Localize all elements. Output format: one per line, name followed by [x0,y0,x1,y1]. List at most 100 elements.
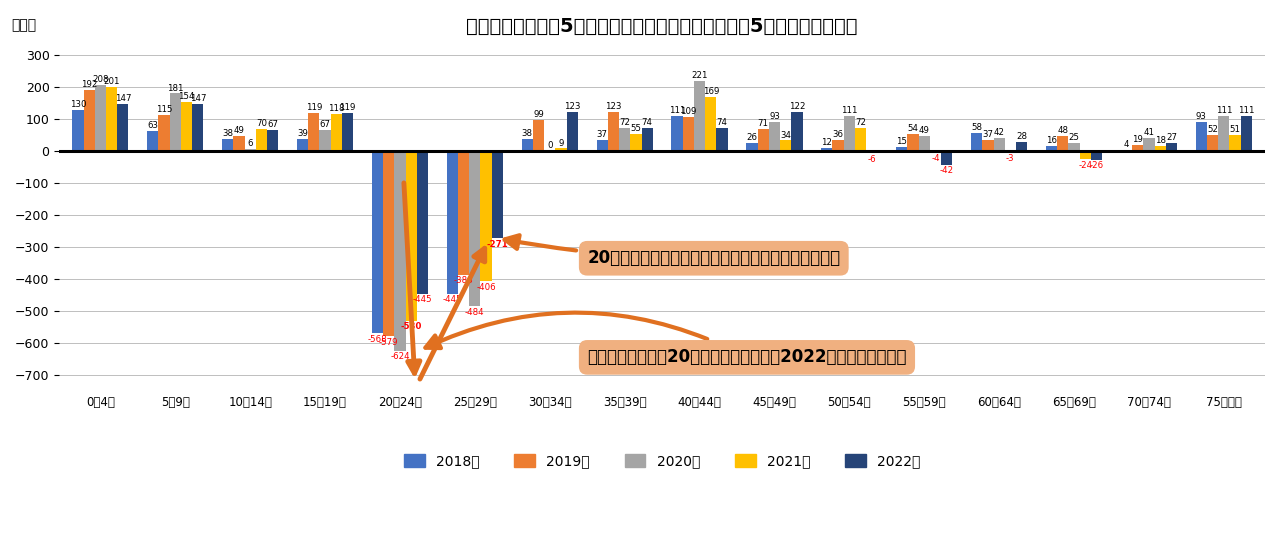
Bar [1079,152,1091,159]
Text: 147: 147 [115,95,131,103]
Bar [532,120,544,152]
Bar [330,114,342,152]
Text: 27: 27 [1166,133,1176,142]
Bar [372,152,383,333]
Bar [470,152,480,306]
Text: 118: 118 [328,104,344,113]
Bar [256,129,268,152]
Bar [596,139,608,152]
Text: -24: -24 [1078,161,1092,170]
Text: -484: -484 [465,308,485,317]
Text: 26: 26 [746,133,758,142]
Text: 63: 63 [147,121,159,130]
Text: 15: 15 [896,137,908,146]
Bar [406,152,417,321]
Bar [1016,142,1028,152]
Text: -3: -3 [1006,154,1015,163]
Text: 0: 0 [547,141,553,150]
Text: 4: 4 [1124,140,1129,149]
Bar [1132,146,1143,152]
Bar [342,113,353,152]
Bar [641,127,653,152]
Text: 201: 201 [104,77,120,86]
Text: 115: 115 [156,104,173,114]
Bar [159,114,170,152]
Text: 147: 147 [189,95,206,103]
Text: 拡大傾向にあった20代前半のマイナスが2022年に改善に転じた: 拡大傾向にあった20代前半のマイナスが2022年に改善に転じた [425,312,906,366]
Text: 38: 38 [223,129,233,138]
Text: 49: 49 [233,126,244,135]
Bar [192,104,204,152]
Bar [447,152,458,294]
Bar [717,127,727,152]
FancyArrowPatch shape [420,248,485,379]
Bar [672,116,682,152]
Text: 37: 37 [982,130,993,138]
Bar [780,141,791,152]
Text: 51: 51 [1230,125,1240,134]
Text: 34: 34 [781,131,791,139]
Bar [1196,121,1207,152]
Text: 72: 72 [855,118,867,127]
Text: 9: 9 [558,138,563,148]
Text: 74: 74 [717,118,727,127]
Text: 119: 119 [306,103,323,112]
Bar [791,112,803,152]
Bar [492,152,503,238]
Text: -624: -624 [390,352,410,362]
Text: 119: 119 [339,103,356,112]
Text: 72: 72 [620,118,630,127]
Text: 38: 38 [522,129,532,138]
Text: 39: 39 [297,129,308,138]
Text: -386: -386 [454,276,474,286]
Text: -6: -6 [868,155,876,164]
Bar [297,139,308,152]
Bar [567,112,577,152]
Text: 20代後半は上下を繰り返しながらもマイナス改善傾向: 20代後半は上下を繰り返しながらもマイナス改善傾向 [504,235,841,267]
Text: 70: 70 [256,119,268,128]
Text: -530: -530 [401,322,422,331]
Title: 奈良市の年齢別（5歳階級別）社会増減の推移（過去5年・日本人のみ）: 奈良市の年齢別（5歳階級別）社会増減の推移（過去5年・日本人のみ） [466,17,858,36]
Bar [993,138,1005,152]
Text: 19: 19 [1133,135,1143,144]
Text: 12: 12 [822,137,832,147]
Text: 52: 52 [1207,125,1219,134]
Bar [746,143,758,152]
Bar [919,136,929,152]
Text: 93: 93 [1196,112,1207,121]
Text: -406: -406 [476,283,495,292]
Bar [118,104,128,152]
Bar [608,112,620,152]
Bar [308,113,320,152]
Bar [417,152,428,294]
Text: 111: 111 [1238,106,1254,115]
Text: 42: 42 [993,128,1005,137]
Bar [268,130,278,152]
Text: 123: 123 [564,102,581,111]
Text: -568: -568 [367,335,388,344]
Bar [383,152,394,336]
Bar [170,94,180,152]
Bar [832,140,844,152]
Text: -42: -42 [940,166,954,176]
Text: 67: 67 [268,120,278,129]
Bar [147,131,159,152]
Bar [1240,116,1252,152]
Text: （人）: （人） [12,18,36,32]
Text: 111: 111 [1216,106,1233,115]
Bar [1046,146,1057,152]
Bar [1229,135,1240,152]
Bar [1219,116,1229,152]
Text: 192: 192 [81,80,97,89]
Text: 18: 18 [1155,136,1166,144]
Text: 71: 71 [758,119,769,127]
Text: 93: 93 [769,112,780,121]
Bar [1207,135,1219,152]
Text: -445: -445 [412,295,433,304]
Bar [1091,152,1102,160]
Text: 67: 67 [320,120,330,129]
Bar [556,148,567,152]
Text: -271: -271 [486,240,508,248]
Bar [106,87,118,152]
Text: 123: 123 [605,102,622,111]
